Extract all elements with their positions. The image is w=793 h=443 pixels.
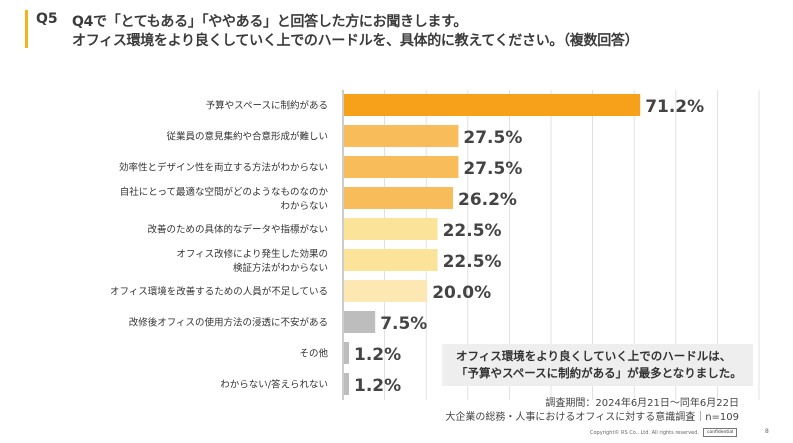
value-label: 1.2% <box>354 345 401 365</box>
question-accent-bar <box>25 10 28 48</box>
category-label: わからない/答えられない <box>220 379 328 391</box>
bar <box>344 156 459 178</box>
value-label: 26.2% <box>458 190 517 210</box>
bar <box>344 249 438 271</box>
bar <box>344 311 376 333</box>
bar <box>344 125 459 147</box>
value-label: 22.5% <box>443 221 502 241</box>
confidential-badge: confidential <box>703 428 738 437</box>
category-label: オフィス環境を改善するための人員が不足している <box>110 286 328 298</box>
value-label: 22.5% <box>443 252 502 272</box>
value-label: 1.2% <box>354 376 401 396</box>
bar <box>344 342 349 364</box>
bar <box>344 218 438 240</box>
value-label: 71.2% <box>645 97 704 117</box>
bar <box>344 373 349 395</box>
survey-description: 大企業の総務・人事におけるオフィスに対する意識調査｜n=109 <box>445 412 739 423</box>
category-label: 検証方法がわからない <box>233 262 328 274</box>
summary-note: オフィス環境をより良くしていく上でのハードルは、 「予算やスペースに制約がある」… <box>442 344 753 386</box>
category-label: 改善のための具体的なデータや指標がない <box>147 224 328 236</box>
bar <box>344 280 428 302</box>
category-label: わからない <box>280 201 328 212</box>
category-label: 従業員の意見集約や合意形成が難しい <box>166 131 328 143</box>
summary-note-line1: オフィス環境をより良くしていく上でのハードルは、 <box>456 349 732 363</box>
question-number: Q5 <box>36 11 58 27</box>
value-label: 27.5% <box>463 128 522 148</box>
page-number: 8 <box>765 428 769 435</box>
survey-period: 調査期間：2024年6月21日〜同年6月22日 <box>545 398 739 409</box>
summary-note-line2: 「予算やスペースに制約がある」が最多となりました。 <box>456 366 742 380</box>
bar <box>344 94 641 116</box>
category-label: 効率性とデザイン性を両立する方法がわからない <box>119 162 328 174</box>
value-label: 27.5% <box>463 159 522 179</box>
category-label: オフィス改修により発生した効果の <box>176 248 328 260</box>
value-label: 20.0% <box>432 283 491 303</box>
question-title-line1: Q4で「とてもある」「ややある」と回答した方にお聞きします。 <box>72 14 468 30</box>
category-label: その他 <box>299 348 328 360</box>
copyright-text: Copyright© RS Co., Ltd. All rights reser… <box>590 430 699 436</box>
question-title-line2: オフィス環境をより良くしていく上でのハードルを、具体的に教えてください。（複数回… <box>72 33 639 49</box>
bar <box>344 187 453 209</box>
category-label: 改修後オフィスの使用方法の浸透に不安がある <box>129 317 328 329</box>
category-label: 予算やスペースに制約がある <box>206 100 328 112</box>
category-label: 自社にとって最適な空間がどのようなものなのか <box>120 186 329 198</box>
value-label: 7.5% <box>380 314 427 334</box>
